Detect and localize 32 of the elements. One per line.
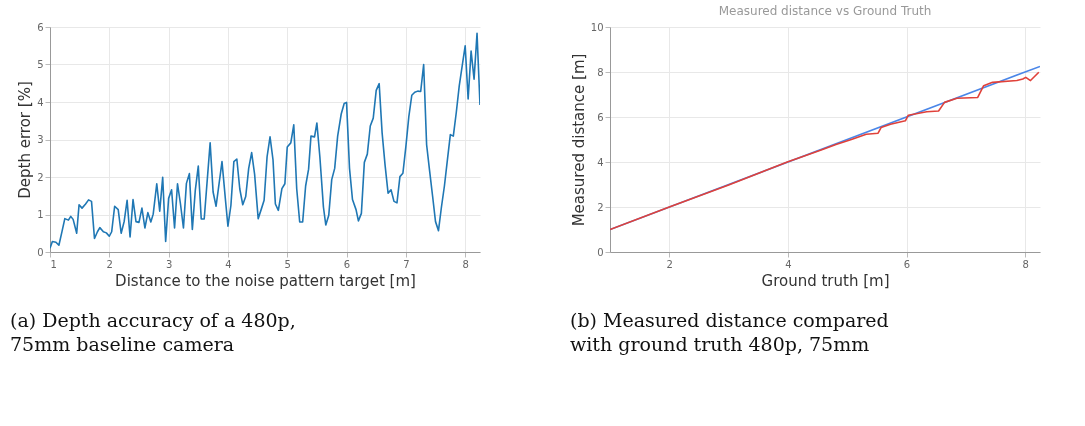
y-tick-label: 2: [597, 201, 604, 213]
text: (b) Measured distance compared with ground truth 480p, 75mm: [570, 309, 889, 355]
x-tick-label: 6: [343, 258, 351, 270]
x-tick-label: 4: [225, 258, 232, 270]
x-tick-label: 7: [403, 258, 410, 270]
x-tick-label: 1: [50, 258, 57, 270]
x-axis-title: Distance to the noise pattern target [m]: [115, 271, 416, 290]
text: (a) Depth accuracy of a 480p, 75mm baseline camera: [10, 309, 296, 355]
y-tick-label: 3: [37, 134, 44, 145]
x-tick-label: 8: [462, 258, 469, 270]
x-axis-title: Ground truth [m]: [761, 271, 890, 290]
y-tick-label: 8: [597, 66, 604, 78]
y-axis-title: Measured distance [m]: [569, 53, 588, 227]
chart-title: Measured distance vs Ground Truth: [718, 4, 932, 18]
y-tick-label: 4: [597, 156, 604, 168]
y-tick-label: 2: [37, 171, 44, 183]
x-tick-label: 8: [1022, 258, 1029, 270]
x-tick-label: 3: [165, 258, 173, 270]
x-tick-label: 2: [666, 258, 673, 270]
y-tick-label: 10: [590, 21, 604, 33]
y-tick-label: 5: [37, 59, 44, 70]
y-tick-label: 0: [597, 246, 604, 258]
y-tick-label: 4: [37, 96, 44, 108]
y-tick-label: 1: [37, 209, 44, 220]
x-tick-label: 6: [903, 258, 911, 270]
y-tick-label: 6: [597, 111, 604, 123]
y-tick-label: 0: [37, 246, 44, 258]
y-axis-title: Depth error [%]: [16, 81, 35, 199]
x-tick-label: 5: [284, 258, 291, 270]
x-tick-label: 4: [785, 258, 792, 270]
x-tick-label: 2: [106, 258, 113, 270]
y-tick-label: 6: [37, 21, 44, 33]
